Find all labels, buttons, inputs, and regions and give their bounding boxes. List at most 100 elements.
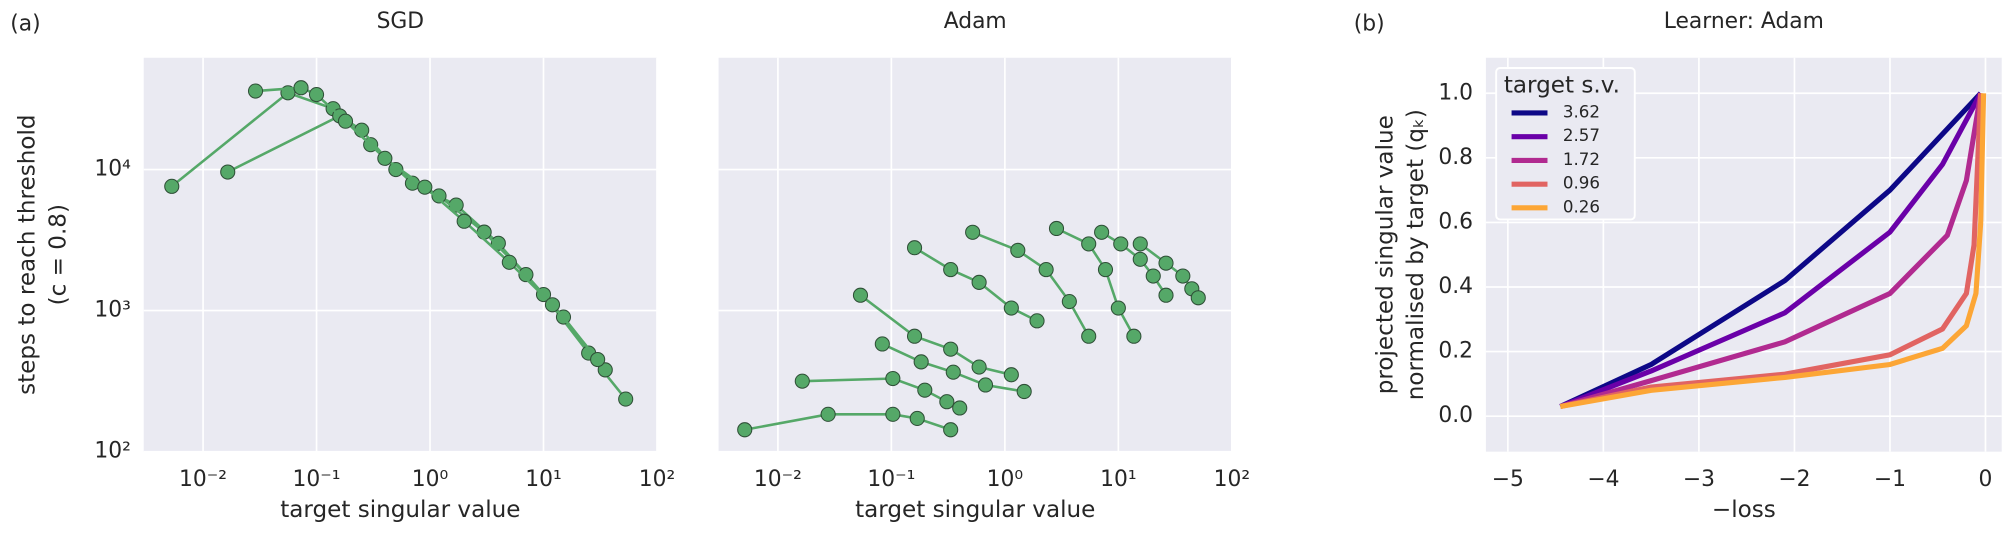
y-tick-label: 10⁴ — [94, 157, 131, 182]
series-line — [1559, 93, 1987, 409]
point — [943, 422, 959, 438]
point — [1145, 268, 1161, 284]
plot-background — [143, 57, 657, 452]
point — [885, 370, 901, 387]
point — [1097, 262, 1114, 278]
x-tick-label: −1 — [1874, 467, 1906, 492]
series-line — [255, 86, 599, 361]
chart-title: SGD — [377, 9, 425, 34]
point — [917, 382, 933, 398]
y-axis-label: steps to reach threshold — [15, 114, 41, 394]
point — [1126, 328, 1142, 344]
chart-title: Learner: Adam — [1664, 9, 1824, 34]
point — [939, 394, 955, 410]
point — [476, 224, 492, 240]
x-tick-label: −5 — [1492, 467, 1524, 492]
legend-label: 1.72 — [1563, 150, 1600, 169]
x-tick-label: 10⁰ — [412, 467, 448, 492]
point — [977, 377, 994, 393]
point — [337, 113, 354, 129]
chart-title: Adam — [944, 9, 1007, 34]
point — [906, 240, 923, 256]
legend-label: 2.57 — [1563, 126, 1600, 145]
point — [909, 410, 925, 427]
x-tick-label: 10¹ — [525, 467, 561, 492]
point — [220, 164, 236, 180]
point — [501, 254, 517, 270]
point — [618, 391, 634, 407]
point — [1048, 220, 1065, 237]
x-axis-label: target singular value — [855, 497, 1095, 523]
point — [874, 336, 890, 352]
x-tick-label: 10² — [639, 467, 675, 492]
point — [590, 351, 606, 368]
x-tick-label: −3 — [1683, 467, 1715, 492]
point — [820, 406, 836, 422]
point — [1016, 383, 1032, 400]
legend-label: 0.26 — [1563, 197, 1600, 216]
y-tick-label: 0.4 — [1438, 274, 1473, 299]
x-tick-label: 10² — [1214, 467, 1250, 492]
y-tick-label: 0.8 — [1438, 145, 1473, 170]
point — [952, 400, 968, 416]
series-line — [1559, 91, 1983, 409]
point — [971, 274, 987, 290]
point — [1110, 300, 1126, 316]
point — [885, 406, 901, 422]
point — [518, 267, 534, 283]
point — [943, 262, 959, 278]
panel-label: (b) — [1354, 11, 1385, 36]
x-tick-label: 10¹ — [1100, 467, 1136, 492]
point — [1158, 287, 1174, 303]
point — [293, 80, 309, 96]
series-line — [1559, 92, 1983, 409]
x-tick-label: 10⁻¹ — [293, 467, 341, 492]
point — [1094, 224, 1110, 240]
point — [164, 178, 180, 194]
point — [737, 422, 753, 438]
point — [377, 150, 393, 166]
legend-title: target s.v. — [1504, 72, 1620, 98]
point — [1132, 251, 1148, 267]
point — [1029, 313, 1045, 329]
point — [431, 188, 447, 204]
point — [1003, 367, 1019, 383]
point — [906, 328, 923, 344]
point — [965, 224, 981, 240]
x-tick-label: 10⁻² — [179, 467, 227, 492]
point — [971, 359, 987, 375]
y-tick-label: 10² — [94, 439, 130, 464]
legend-label: 3.62 — [1563, 102, 1600, 121]
y-tick-label: 1.0 — [1438, 80, 1473, 105]
point — [247, 83, 264, 99]
panel-label: (a) — [10, 11, 40, 36]
point — [1061, 293, 1077, 310]
y-tick-label: 10³ — [94, 298, 130, 323]
series-line — [1559, 93, 1984, 409]
x-axis-label: target singular value — [280, 497, 520, 523]
point — [417, 179, 433, 195]
point — [388, 161, 404, 178]
point — [456, 213, 472, 229]
point — [1175, 268, 1191, 284]
point — [1003, 300, 1019, 316]
point — [1081, 328, 1097, 344]
x-tick-label: 10⁻² — [754, 467, 802, 492]
point — [852, 287, 869, 303]
point — [1158, 255, 1174, 271]
point — [1190, 290, 1206, 306]
point — [794, 373, 810, 389]
series-line — [1559, 92, 1984, 409]
point — [1010, 242, 1026, 258]
y-tick-label: 0.6 — [1438, 209, 1473, 234]
legend-label: 0.96 — [1563, 174, 1600, 193]
point — [490, 235, 506, 251]
point — [1132, 236, 1148, 252]
x-tick-label: −4 — [1587, 467, 1619, 492]
point — [1081, 236, 1097, 252]
y-tick-label: 0.0 — [1438, 403, 1473, 428]
point — [597, 362, 613, 378]
y-tick-label: 0.2 — [1438, 339, 1473, 364]
